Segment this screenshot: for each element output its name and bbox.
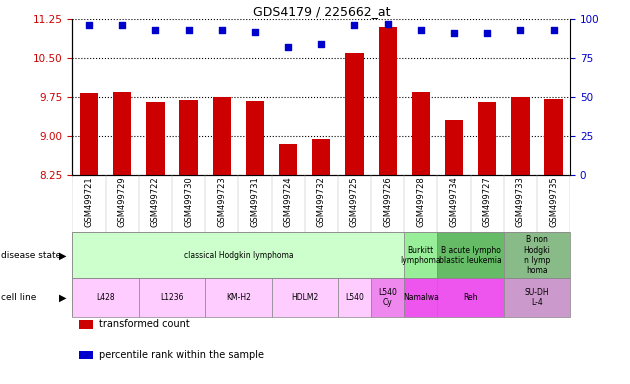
Point	[217, 27, 227, 33]
Text: L540
Cy: L540 Cy	[378, 288, 397, 307]
Bar	[180, 99, 198, 175]
Text: B acute lympho
blastic leukemia: B acute lympho blastic leukemia	[439, 246, 502, 265]
Bar	[478, 102, 496, 175]
Bar	[379, 27, 397, 175]
Point	[117, 22, 127, 28]
Bar	[272, 278, 338, 317]
Point	[449, 30, 459, 36]
Bar	[72, 278, 139, 317]
Bar	[80, 93, 98, 175]
Bar	[213, 97, 231, 175]
Text: GSM499721: GSM499721	[84, 177, 93, 227]
Bar	[504, 232, 570, 278]
Text: GSM499726: GSM499726	[383, 177, 392, 227]
Point	[382, 21, 392, 27]
Text: GSM499733: GSM499733	[516, 177, 525, 227]
Bar	[404, 278, 437, 317]
Point	[250, 28, 260, 35]
Bar	[437, 278, 504, 317]
Bar	[544, 99, 563, 175]
Text: GSM499724: GSM499724	[284, 177, 292, 227]
Text: B non
Hodgki
n lymp
homa: B non Hodgki n lymp homa	[524, 235, 551, 275]
Text: GSM499722: GSM499722	[151, 177, 160, 227]
Text: disease state: disease state	[1, 251, 61, 260]
Text: GSM499735: GSM499735	[549, 177, 558, 227]
Text: L1236: L1236	[160, 293, 184, 302]
Text: GSM499731: GSM499731	[251, 177, 260, 227]
Text: ▶: ▶	[59, 250, 66, 260]
Text: L540: L540	[345, 293, 364, 302]
Text: Namalwa: Namalwa	[403, 293, 438, 302]
Text: cell line: cell line	[1, 293, 36, 302]
Text: Reh: Reh	[463, 293, 478, 302]
Text: transformed count: transformed count	[99, 319, 190, 329]
Point	[482, 30, 492, 36]
Bar	[312, 139, 330, 175]
Text: SU-DH
L-4: SU-DH L-4	[525, 288, 549, 307]
Point	[549, 27, 559, 33]
Text: GSM499728: GSM499728	[416, 177, 425, 227]
Bar	[246, 101, 264, 175]
Bar	[113, 92, 131, 175]
Text: GSM499725: GSM499725	[350, 177, 359, 227]
Point	[151, 27, 161, 33]
Point	[283, 44, 293, 50]
Bar	[445, 120, 463, 175]
Bar	[146, 102, 164, 175]
Point	[183, 27, 193, 33]
Bar	[338, 278, 371, 317]
Text: ▶: ▶	[59, 293, 66, 303]
Bar	[139, 278, 205, 317]
Bar	[437, 232, 504, 278]
Text: GSM499729: GSM499729	[118, 177, 127, 227]
Text: percentile rank within the sample: percentile rank within the sample	[99, 350, 264, 360]
Text: Burkitt
lymphoma: Burkitt lymphoma	[401, 246, 441, 265]
Bar	[371, 278, 404, 317]
Text: classical Hodgkin lymphoma: classical Hodgkin lymphoma	[183, 251, 293, 260]
Bar	[504, 278, 570, 317]
Text: KM-H2: KM-H2	[226, 293, 251, 302]
Text: GSM499723: GSM499723	[217, 177, 226, 227]
Text: L428: L428	[96, 293, 115, 302]
Point	[416, 27, 426, 33]
Point	[316, 41, 326, 47]
Bar	[205, 278, 272, 317]
Point	[350, 22, 360, 28]
Point	[84, 22, 94, 28]
Text: GSM499732: GSM499732	[317, 177, 326, 227]
Bar	[512, 97, 529, 175]
Text: HDLM2: HDLM2	[291, 293, 318, 302]
Bar	[412, 92, 430, 175]
Bar	[279, 144, 297, 175]
Bar	[72, 232, 404, 278]
Bar	[404, 232, 437, 278]
Text: GSM499734: GSM499734	[450, 177, 459, 227]
Text: GSM499727: GSM499727	[483, 177, 491, 227]
Bar	[345, 53, 364, 175]
Point	[515, 27, 525, 33]
Title: GDS4179 / 225662_at: GDS4179 / 225662_at	[253, 5, 390, 18]
Text: GSM499730: GSM499730	[184, 177, 193, 227]
